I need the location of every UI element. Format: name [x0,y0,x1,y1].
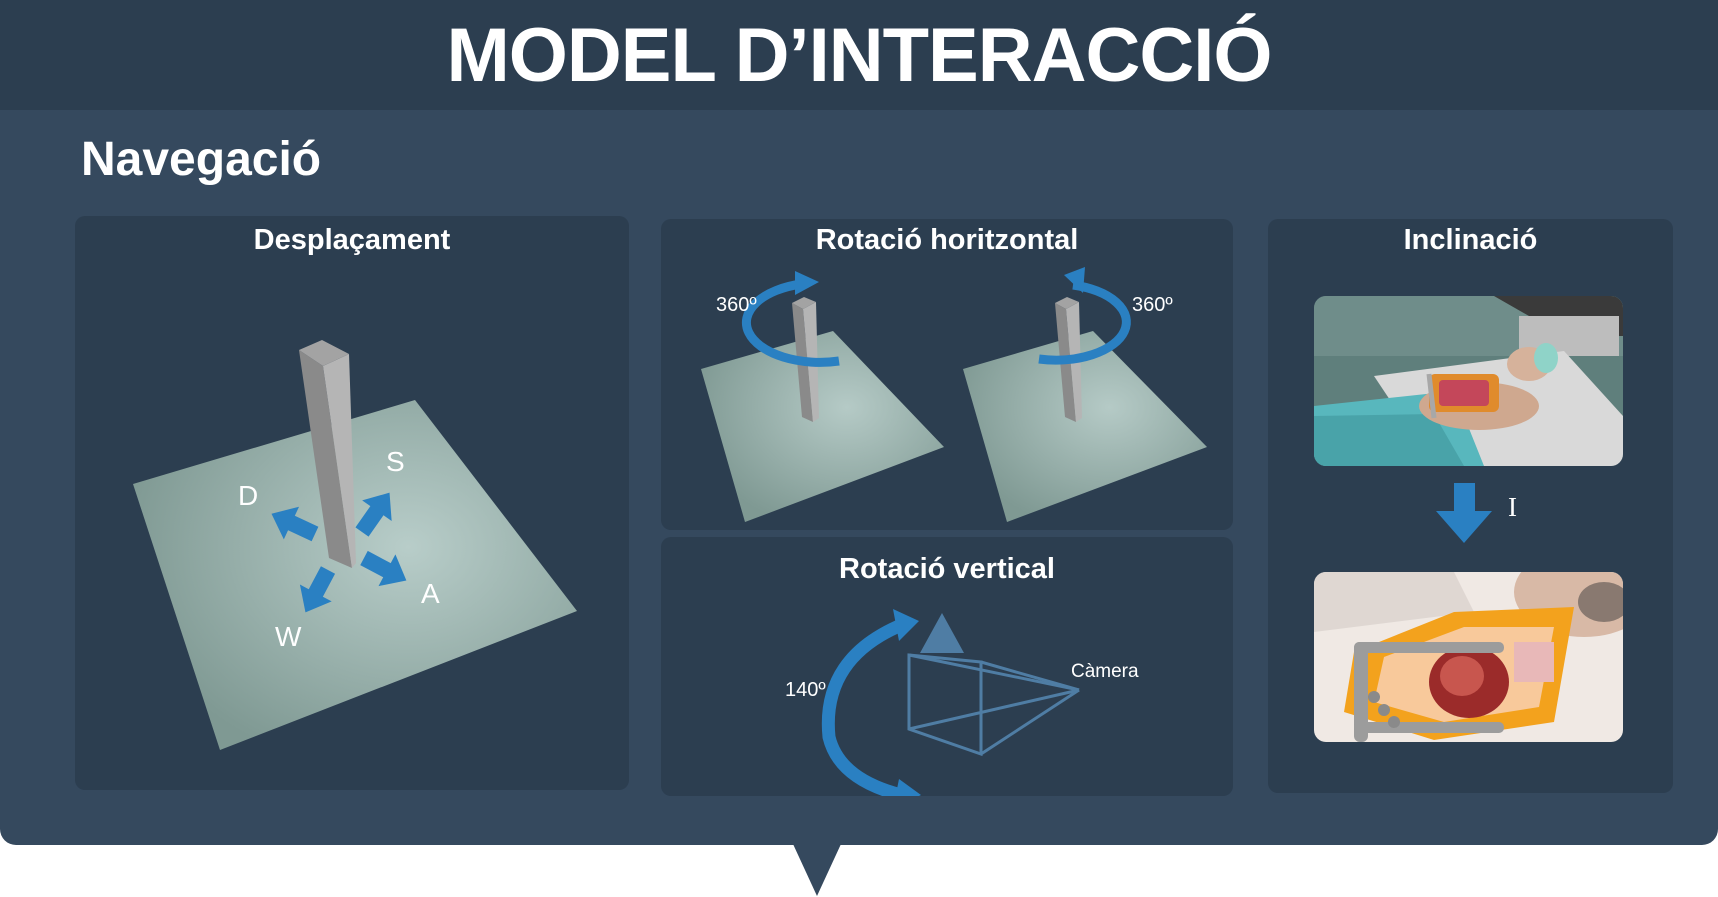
rotate-arrow-right-icon [1038,280,1131,365]
vertical-rotate-arrowhead-top-icon [893,609,919,641]
tilt-key-label: I [1508,492,1517,522]
key-s-label: S [386,446,405,477]
speech-pointer [793,844,841,896]
panel-title-rotacio-vertical: Rotació vertical [839,553,1055,585]
key-a-label: A [421,578,440,609]
pillar-top [299,340,349,366]
arrow-left-icon [271,506,319,542]
rotate-arrowhead-left-icon [795,271,819,295]
angle-label-left: 360º [716,294,757,316]
ground-plane [133,400,577,750]
vertical-rotate-arc [821,616,909,796]
tilt-arrow-area: I [1436,483,1517,543]
camera-top-triangle [920,613,964,653]
surgery-scene-top-image [1314,296,1623,466]
ground-plane-right [963,331,1207,522]
arrow-forward-icon [355,492,392,537]
arrow-group [271,492,407,613]
camera-label: Càmera [1071,661,1139,682]
vertical-rotate-arrowhead-bottom-icon [895,779,921,796]
rotate-arrowhead-right-icon [1064,267,1085,293]
surgery-scene-zoom-image [1314,572,1623,742]
arrow-back-icon [299,566,336,613]
section-title: Navegació [81,133,322,186]
camera-frustum [907,653,1080,757]
panel-title-rotacio-horitzontal: Rotació horitzontal [815,224,1079,256]
panel-rotacio-vertical: Rotació vertical 140º Càmera [661,537,1233,796]
pillar-front [299,350,352,568]
ground-plane-left [701,331,944,522]
panel-rotacio-horitzontal: Rotació horitzontal 360º 360º [661,219,1233,530]
vertical-angle-label: 140º [785,679,826,701]
vertical-rotation-diagram: 140º Càmera [785,609,1139,796]
pillar-side [323,354,356,568]
panel-desplacament: Desplaçament S D A W [75,216,629,790]
panel-inclinacio: Inclinació I [1268,219,1673,793]
horizontal-rotation-diagram: 360º 360º [701,267,1207,522]
movement-diagram: S D A W [133,340,577,750]
key-w-label: W [275,621,302,652]
tilt-down-arrow-icon [1436,483,1492,543]
pillar-right-top [1055,297,1079,309]
rotate-arrow-left-icon [741,279,840,367]
arrow-right-icon [360,550,407,587]
pillar-left-top [792,297,816,309]
main-title: MODEL D’INTERACCIÓ [446,12,1272,98]
panel-title-desplacament: Desplaçament [253,224,451,256]
panel-title-inclinacio: Inclinació [1403,224,1538,256]
key-d-label: D [238,480,258,511]
angle-label-right: 360º [1132,294,1173,316]
infographic-board: MODEL D’INTERACCIÓ Navegació Desplaçamen… [0,0,1718,845]
header-bar: MODEL D’INTERACCIÓ [0,0,1718,110]
